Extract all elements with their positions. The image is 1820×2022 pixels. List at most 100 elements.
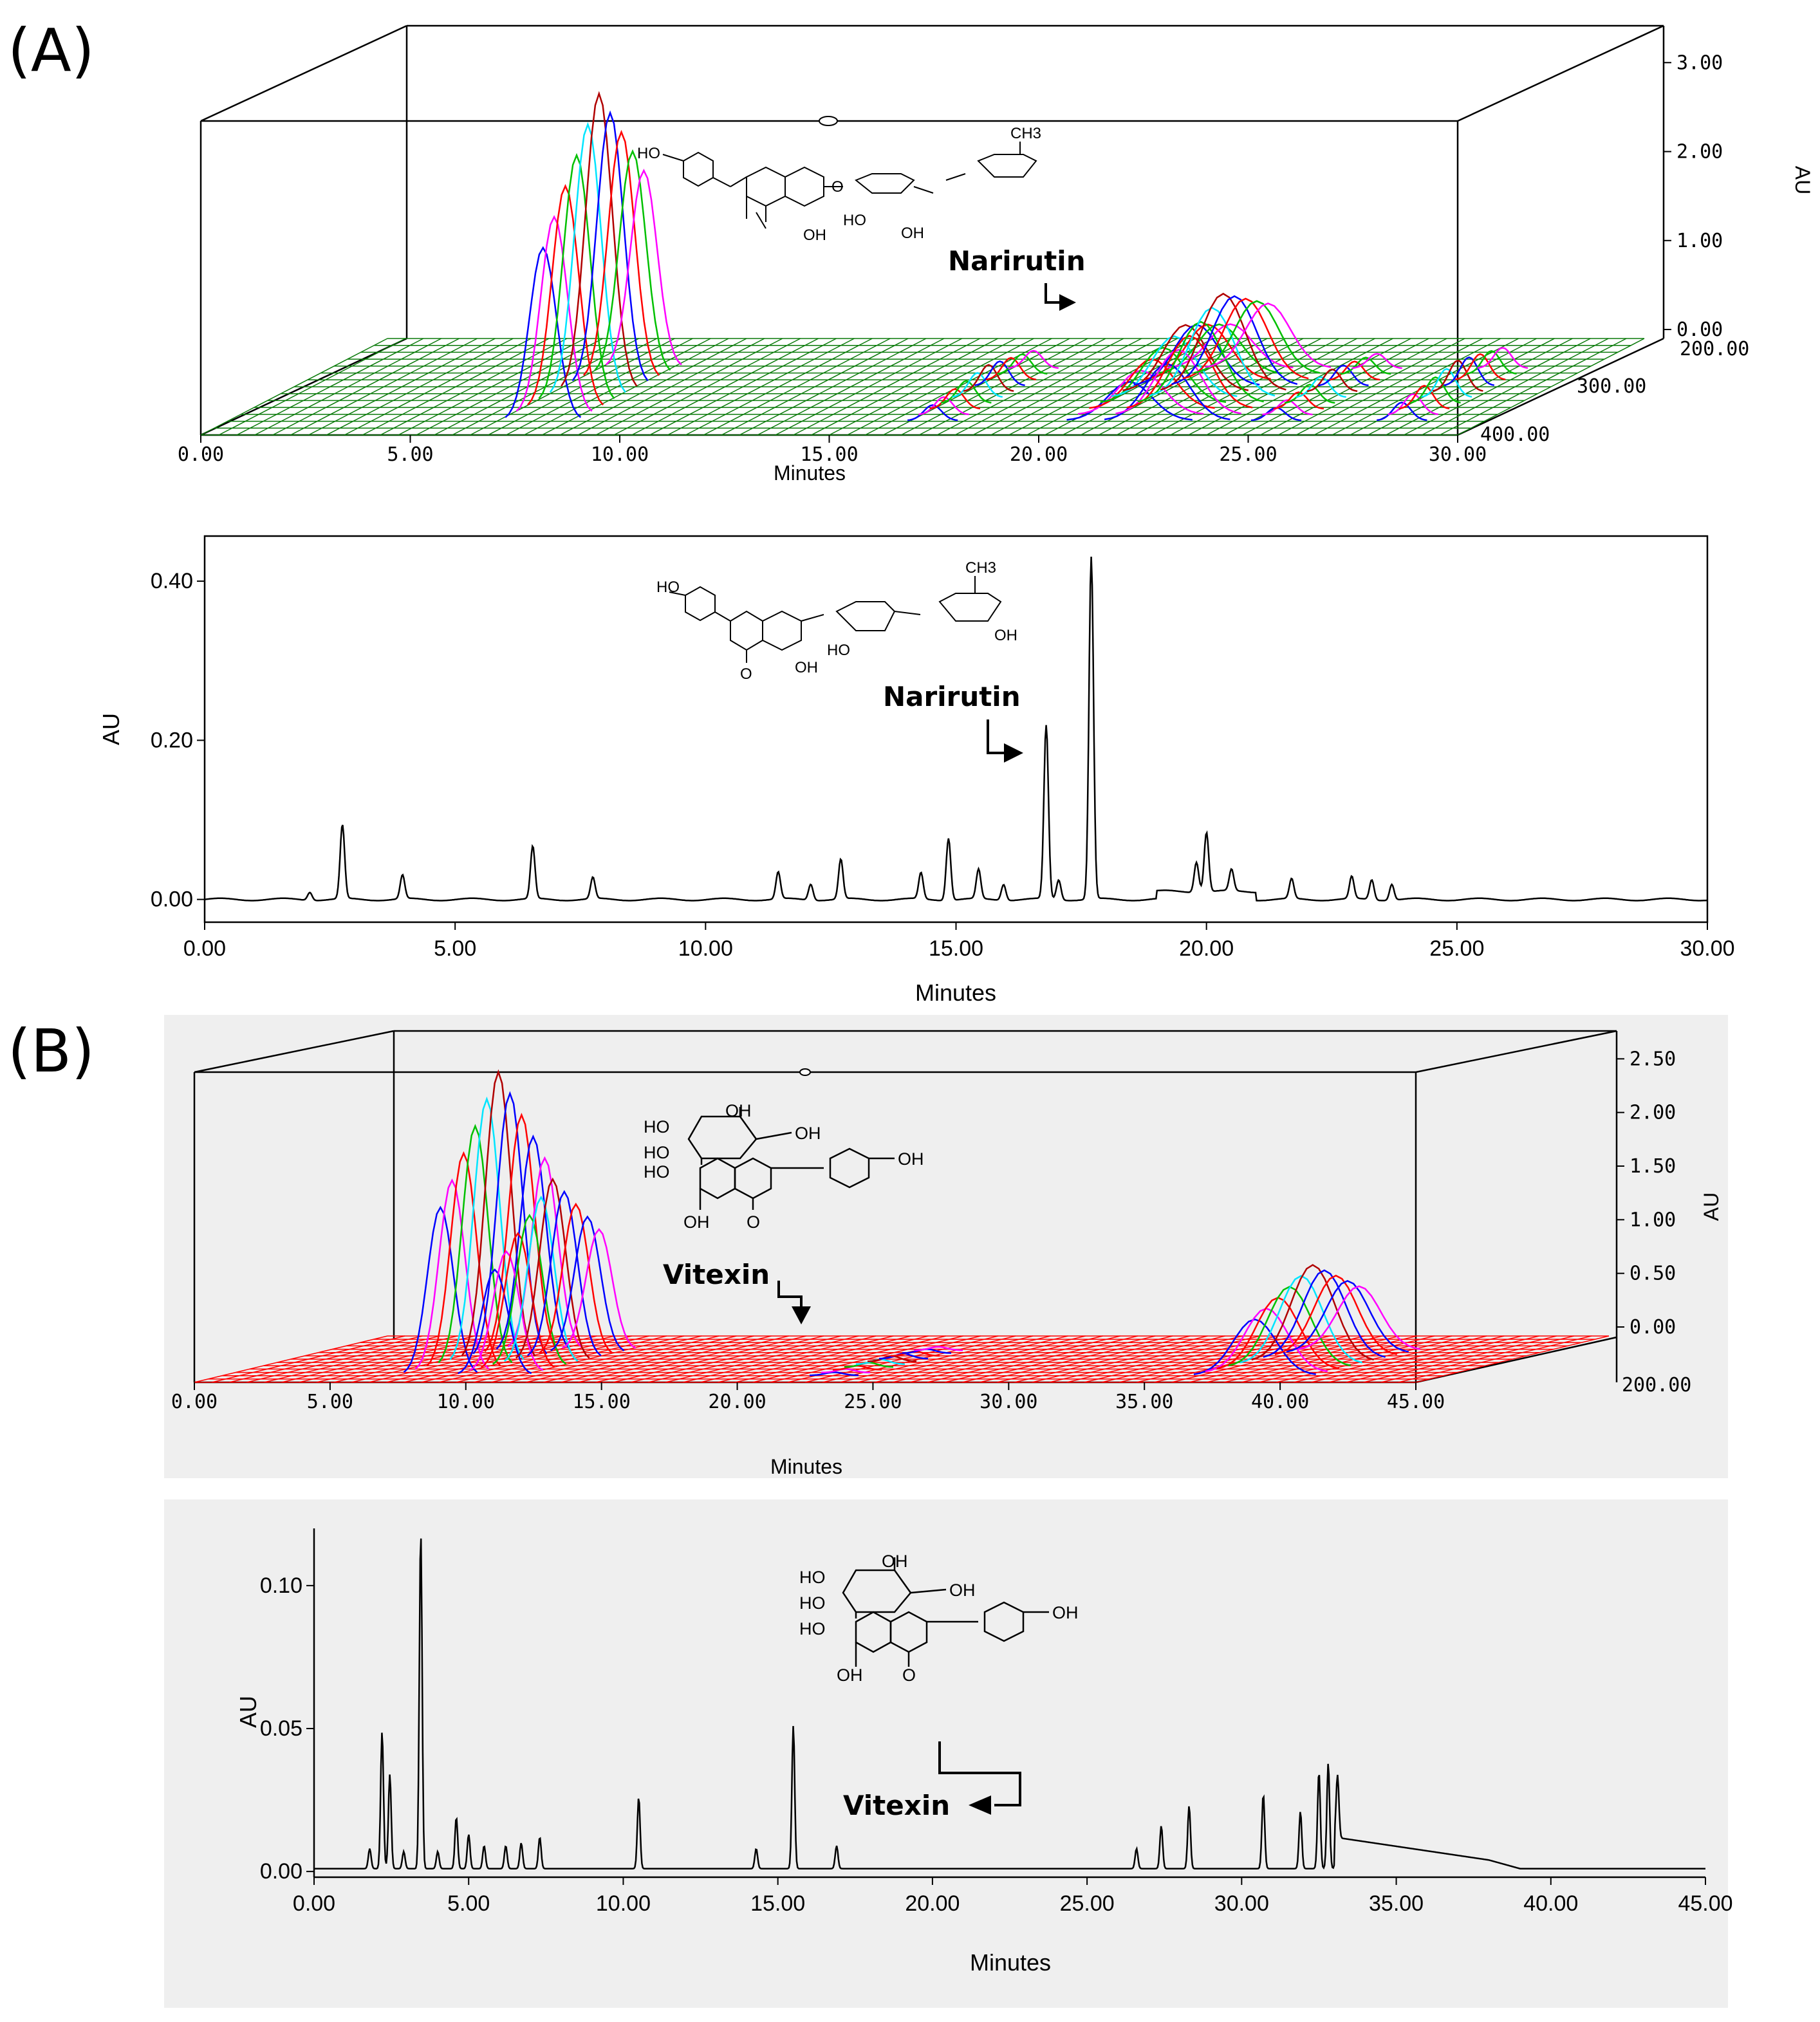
a3d-floor-line bbox=[559, 338, 747, 436]
a3d-x-ticks: 0.00 5.00 10.00 15.00 20.00 25.00 30.00 bbox=[178, 435, 1487, 466]
b3d-peak-ridge bbox=[526, 1190, 602, 1357]
b2d-y-tick-label: 0.05 bbox=[260, 1716, 302, 1741]
a3d-peaks bbox=[505, 91, 1528, 422]
a3d-floor-line bbox=[972, 338, 1160, 436]
b3d-floor-line bbox=[264, 1335, 458, 1383]
a2d-y-tick-label: 0.20 bbox=[151, 728, 193, 752]
a2d-x-ticks: 0.00 5.00 10.00 15.00 20.00 25.00 30.00 bbox=[183, 922, 1735, 961]
a3d-floor-line bbox=[1277, 338, 1465, 436]
a3d-peak-ridge bbox=[1273, 391, 1324, 410]
b3d-x-tick-label: 35.00 bbox=[1115, 1391, 1173, 1413]
b3d-structure bbox=[687, 1107, 895, 1210]
a2d-structure-labels: HO OH HO OH O CH3 bbox=[656, 559, 1017, 683]
a3d-floor-line bbox=[775, 338, 963, 436]
b3d-wavelength-ticks: 200.00 bbox=[1622, 1374, 1691, 1396]
a3d-peak-ridge bbox=[1454, 353, 1506, 381]
panel-a-label: (A) bbox=[8, 16, 95, 85]
a3d-peak-ridge bbox=[1262, 399, 1313, 416]
b3d-annotation-arrowhead bbox=[792, 1306, 811, 1324]
b3d-x-tick-label: 15.00 bbox=[573, 1391, 631, 1413]
b3d-peak-ridge bbox=[1251, 1264, 1375, 1361]
a3d-floor-line bbox=[829, 338, 1016, 436]
a3d-structure-ho: HO bbox=[637, 145, 660, 162]
b2d-structure-ho-2: HO bbox=[799, 1593, 826, 1613]
a3d-peak-ridge bbox=[1410, 376, 1461, 404]
a2d-x-tick-label: 0.00 bbox=[183, 936, 226, 961]
a2d-x-tick-label: 20.00 bbox=[1179, 936, 1234, 961]
a2d-annotation-arrow bbox=[987, 719, 1004, 754]
b3d-x-tick-label: 10.00 bbox=[437, 1391, 495, 1413]
a3d-floor-line bbox=[1386, 338, 1573, 436]
panel-a-2d-chart: 0.00 5.00 10.00 15.00 20.00 25.00 30.00 0.00 0.… bbox=[98, 535, 1735, 1006]
a3d-floor-line bbox=[739, 338, 927, 436]
b2d-x-tick-label: 10.00 bbox=[596, 1891, 651, 1916]
b3d-floor-line bbox=[578, 1335, 772, 1383]
a2d-y-label: AU bbox=[98, 713, 124, 745]
b3d-floor-line bbox=[909, 1335, 1103, 1383]
a3d-floor-line bbox=[1439, 338, 1627, 436]
b3d-x-tick-label: 20.00 bbox=[708, 1391, 766, 1413]
b3d-floor-line bbox=[892, 1335, 1086, 1383]
b3d-x-label: Minutes bbox=[770, 1455, 842, 1478]
b3d-structure-oh-4: OH bbox=[683, 1212, 710, 1232]
b3d-z-label: AU bbox=[1700, 1192, 1723, 1221]
b3d-floor-line bbox=[211, 1335, 405, 1383]
a3d-peak-ridge bbox=[941, 380, 992, 404]
b3d-floor-line bbox=[665, 1335, 859, 1383]
a3d-floor-line bbox=[308, 338, 496, 436]
b3d-floor-line bbox=[490, 1335, 685, 1383]
b3d-peak-ridge bbox=[1297, 1285, 1420, 1350]
a3d-floor-line bbox=[1295, 338, 1483, 436]
b3d-peak-ridge bbox=[449, 1096, 525, 1360]
b3d-floor-line bbox=[683, 1335, 877, 1383]
b3d-floor-line bbox=[421, 1335, 615, 1383]
b3d-x-tick-label: 0.00 bbox=[171, 1391, 218, 1413]
a3d-x-tick-label: 0.00 bbox=[178, 443, 224, 466]
b2d-structure-o: O bbox=[902, 1665, 916, 1685]
b3d-floor-line bbox=[1206, 1335, 1400, 1383]
b3d-peak-ridge bbox=[461, 1069, 536, 1357]
b3d-floor-line bbox=[543, 1335, 737, 1383]
a3d-peak-ridge bbox=[907, 404, 958, 422]
panel-b-3d-background bbox=[164, 1015, 1728, 1478]
a3d-peak-ridge bbox=[1182, 297, 1309, 380]
a3d-peak-ridge bbox=[1444, 356, 1495, 386]
b3d-floor-line bbox=[351, 1335, 545, 1383]
a3d-floor-line bbox=[990, 338, 1178, 436]
b2d-structure-ho: HO bbox=[799, 1568, 826, 1587]
b2d-structure-oh-3: OH bbox=[1052, 1603, 1079, 1622]
a3d-floor-line bbox=[667, 338, 855, 436]
a3d-peak-ridge bbox=[963, 364, 1014, 392]
a3d-peak-ridge bbox=[1398, 384, 1450, 410]
a2d-structure bbox=[669, 576, 1002, 663]
b3d-peak-ridge bbox=[538, 1202, 613, 1354]
a3d-peak-ridge bbox=[1318, 364, 1369, 387]
b3d-x-tick-label: 25.00 bbox=[844, 1391, 902, 1413]
b3d-floor-line bbox=[1294, 1335, 1487, 1383]
a2d-structure-oh-2: OH bbox=[994, 627, 1017, 644]
b2d-x-tick-label: 15.00 bbox=[750, 1891, 805, 1916]
a3d-box-marker bbox=[819, 116, 838, 126]
a2d-y-tick-label: 0.40 bbox=[151, 569, 193, 593]
a3d-x-label: Minutes bbox=[774, 461, 846, 485]
b3d-structure-ho-2: HO bbox=[644, 1143, 670, 1162]
b2d-structure-oh: OH bbox=[882, 1552, 908, 1571]
b3d-peak-ridge bbox=[481, 1232, 555, 1368]
a3d-floor-line bbox=[344, 338, 532, 436]
a3d-structure-labels: HO OH HO OH O CH3 bbox=[637, 125, 1041, 244]
b3d-floor-line bbox=[404, 1335, 597, 1383]
a3d-floor-line bbox=[1403, 338, 1591, 436]
a3d-floor-grid bbox=[200, 338, 1645, 436]
a3d-floor-line bbox=[1170, 338, 1357, 436]
panel-b-2d-chart: 0.00 5.00 10.00 15.00 20.00 25.00 30.00 35.00 40… bbox=[235, 1528, 1733, 1976]
a3d-annotation-narirutin: Narirutin bbox=[948, 245, 1086, 277]
a3d-z-tick-label: 2.00 bbox=[1676, 141, 1723, 163]
a3d-z-tick-label: 1.00 bbox=[1676, 230, 1723, 252]
a3d-floor-line bbox=[1421, 338, 1609, 436]
b3d-floor-line bbox=[979, 1335, 1173, 1383]
a3d-floor-line bbox=[290, 338, 478, 436]
a3d-wavelength-tick-label: 400.00 bbox=[1480, 423, 1550, 446]
a2d-structure-oh: OH bbox=[795, 659, 818, 676]
b3d-floor-line bbox=[857, 1335, 1051, 1383]
a3d-peak-ridge bbox=[561, 91, 638, 387]
